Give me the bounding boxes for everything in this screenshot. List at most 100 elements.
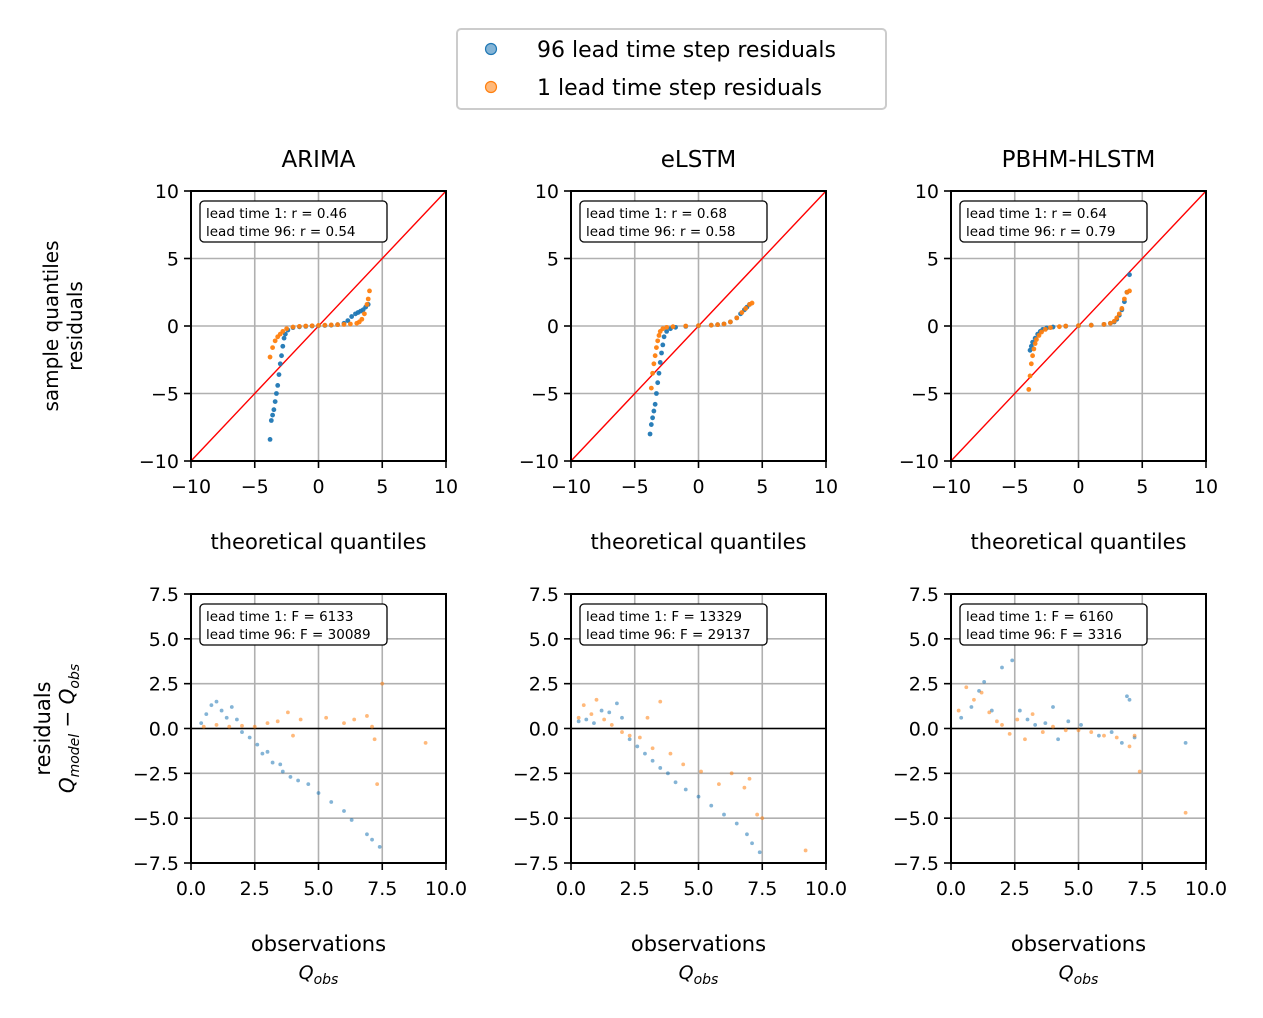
point-lead-96: [647, 431, 653, 437]
point-lead-96: [1033, 723, 1038, 727]
y-tick-label: 0.0: [149, 719, 179, 741]
point-lead-1: [1048, 325, 1053, 331]
point-lead-96: [219, 708, 224, 713]
point-lead-96: [576, 719, 581, 724]
point-lead-1: [987, 710, 992, 715]
x-tick-label: 5.0: [1063, 878, 1093, 900]
point-lead-1: [972, 697, 976, 702]
point-lead-1: [328, 322, 334, 328]
point-lead-1: [372, 737, 377, 742]
x-tick-label: −10: [171, 476, 211, 498]
point-lead-96: [345, 318, 351, 323]
point-lead-96: [224, 715, 229, 720]
point-lead-1: [803, 848, 808, 853]
point-lead-96: [620, 715, 624, 720]
legend-label-lead-1: 1 lead time step residuals: [537, 76, 822, 101]
y-tick-label: 10: [535, 181, 559, 203]
x-axis-sublabel: Qobs: [1059, 962, 1099, 988]
y-tick-label: 5: [547, 249, 559, 271]
annotation-line: lead time 96: F = 30089: [206, 627, 371, 643]
point-lead-96: [982, 679, 987, 684]
point-lead-96: [658, 766, 663, 770]
legend-marker-lead-1: [484, 80, 498, 94]
y-axis-label: residuals: [63, 281, 87, 371]
point-lead-1: [581, 703, 586, 708]
x-tick-label: 5: [756, 476, 768, 498]
point-lead-96: [655, 380, 661, 386]
point-lead-1: [1000, 723, 1004, 727]
y-tick-label: 2.5: [529, 674, 559, 696]
panel-1: −10 −5 0 5 10 10 5 0 −5 −10 ARIMA theoretical quant…: [39, 147, 458, 554]
point-lead-1: [286, 710, 290, 715]
x-tick-label: −5: [241, 476, 269, 498]
point-lead-1: [341, 321, 347, 327]
point-lead-1: [1102, 733, 1106, 738]
point-lead-1: [956, 708, 961, 713]
point-lead-96: [1025, 717, 1030, 722]
x-axis-label: theoretical quantiles: [591, 530, 807, 554]
point-lead-1: [1119, 306, 1125, 311]
y-tick-label: 0: [167, 316, 179, 338]
point-lead-1: [696, 323, 701, 328]
point-lead-1: [749, 300, 755, 306]
legend: 96 lead time step residuals 1 lead time …: [456, 28, 887, 110]
point-lead-1: [352, 717, 357, 722]
point-lead-1: [335, 322, 341, 328]
point-lead-96: [199, 721, 204, 726]
point-lead-1: [423, 740, 428, 745]
point-lead-1: [1015, 717, 1020, 722]
point-lead-96: [278, 762, 283, 767]
y-tick-label: −5.0: [893, 808, 939, 830]
point-lead-1: [1032, 341, 1038, 346]
x-tick-label: 5: [1136, 476, 1148, 498]
point-lead-96: [275, 383, 281, 388]
point-lead-1: [1101, 321, 1107, 327]
point-lead-96: [272, 399, 278, 404]
point-lead-1: [265, 721, 270, 726]
point-lead-1: [347, 321, 353, 327]
point-lead-96: [615, 701, 619, 706]
point-lead-1: [681, 762, 686, 767]
point-lead-96: [722, 812, 726, 817]
point-lead-96: [235, 717, 239, 722]
point-lead-96: [696, 794, 701, 799]
point-lead-1: [1056, 324, 1062, 330]
point-lead-1: [1076, 728, 1081, 733]
x-axis-label: observations: [1011, 932, 1146, 956]
point-lead-1: [1063, 728, 1068, 733]
point-lead-1: [742, 785, 747, 790]
point-lead-96: [1051, 705, 1055, 709]
point-lead-96: [683, 787, 688, 792]
panels: −10 −5 0 5 10 10 5 0 −5 −10 ARIMA theoretical quant…: [31, 147, 1227, 988]
point-lead-96: [1127, 697, 1132, 702]
point-lead-1: [715, 322, 721, 328]
point-lead-96: [654, 391, 659, 396]
point-lead-96: [271, 407, 277, 413]
x-tick-label: 7.5: [367, 878, 397, 900]
point-lead-1: [760, 816, 765, 821]
point-lead-1: [364, 302, 370, 307]
point-lead-96: [1183, 740, 1188, 745]
x-axis-label: observations: [251, 932, 386, 956]
panel-title: eLSTM: [661, 147, 736, 173]
panel-2: −10 −5 0 5 10 10 5 0 −5 −10 eLSTM theoretical quant…: [519, 147, 838, 554]
point-lead-1: [214, 723, 219, 727]
point-lead-96: [673, 780, 678, 785]
point-lead-96: [1017, 708, 1022, 713]
point-lead-1: [290, 324, 296, 330]
panel-title: ARIMA: [281, 147, 355, 173]
point-lead-96: [959, 715, 964, 720]
point-lead-1: [576, 715, 581, 720]
point-lead-1: [296, 324, 302, 329]
point-lead-96: [277, 361, 283, 367]
point-lead-96: [240, 730, 244, 734]
x-axis-sublabel: Qobs: [299, 962, 339, 988]
point-lead-96: [607, 710, 612, 715]
y-tick-label: 5.0: [149, 629, 179, 651]
point-lead-1: [1039, 329, 1044, 335]
point-lead-96: [280, 343, 286, 349]
point-lead-1: [964, 685, 969, 690]
point-lead-1: [747, 776, 752, 781]
y-tick-label: −5.0: [513, 808, 559, 830]
x-tick-label: 10: [1194, 476, 1218, 498]
